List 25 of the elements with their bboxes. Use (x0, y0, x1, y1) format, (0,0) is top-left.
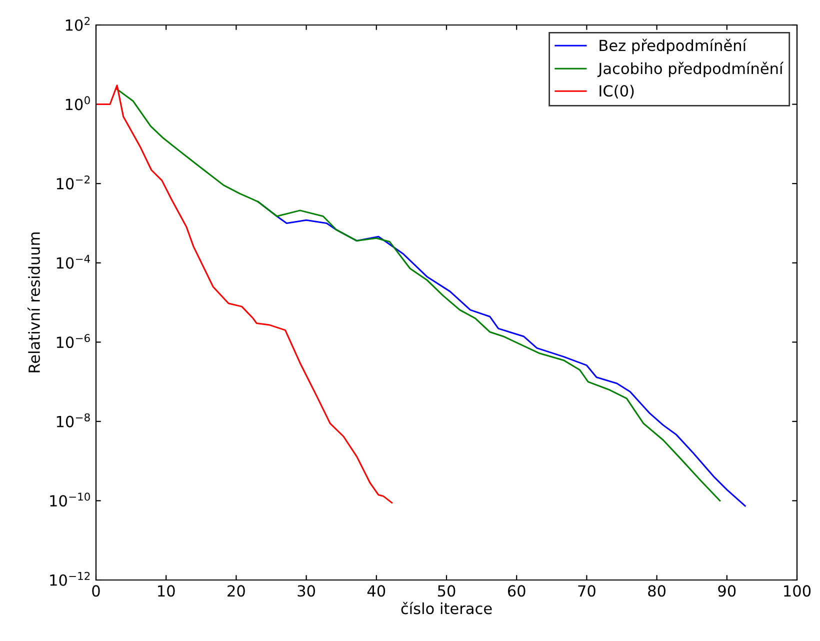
y-tick-label: 10$^{−6}$ (56, 334, 90, 348)
x-tick-label: 90 (718, 585, 736, 597)
x-tick-label: 70 (578, 585, 596, 597)
y-tick-label: 10$^{−12}$ (50, 572, 90, 586)
y-tick-label: 10$^{2}$ (66, 16, 90, 31)
x-tick-label: 80 (648, 585, 666, 597)
y-axis-title: Relativní residuum (28, 232, 40, 372)
x-tick-label: 10 (158, 585, 175, 597)
y-tick-label: 10$^{−10}$ (50, 492, 90, 507)
line-series (96, 84, 393, 504)
legend-label: IC(0) (600, 84, 634, 98)
x-tick-label: 40 (367, 585, 386, 597)
x-tick-label: 0 (92, 585, 100, 597)
legend-label: Bez předpodmínění (600, 38, 747, 54)
x-tick-label: 50 (438, 585, 456, 597)
x-tick-label: 20 (228, 585, 245, 597)
y-tick-label: 10$^{0}$ (66, 96, 90, 110)
x-tick-label: 30 (298, 585, 316, 597)
x-axis-title: číslo iterace (401, 602, 492, 614)
y-tick-label: 10$^{−4}$ (56, 254, 90, 269)
legend-label: Jacobiho předpodmínění (597, 62, 784, 78)
x-tick-label: 100 (784, 585, 811, 597)
y-tick-label: 10$^{−8}$ (56, 413, 90, 428)
x-tick-label: 60 (508, 585, 526, 597)
y-tick-label: 10$^{−2}$ (56, 175, 90, 190)
